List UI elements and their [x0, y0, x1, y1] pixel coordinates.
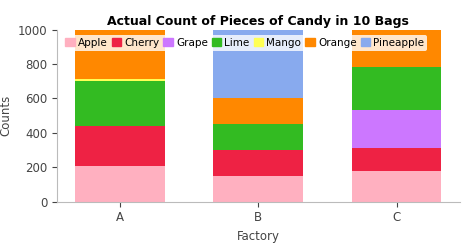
Title: Actual Count of Pieces of Candy in 10 Bags: Actual Count of Pieces of Candy in 10 Ba… — [108, 15, 409, 28]
Y-axis label: Counts: Counts — [0, 95, 12, 136]
Bar — [213, 124, 303, 150]
Bar — [75, 30, 165, 79]
Bar — [75, 126, 165, 166]
Bar — [352, 30, 441, 67]
Bar — [213, 30, 303, 98]
Bar — [352, 110, 441, 148]
Bar — [75, 166, 165, 202]
Bar — [213, 98, 303, 124]
X-axis label: Factory: Factory — [237, 230, 280, 243]
Bar — [75, 81, 165, 126]
Bar — [352, 171, 441, 202]
Bar — [352, 67, 441, 110]
Bar — [352, 148, 441, 171]
Legend: Apple, Cherry, Grape, Lime, Mango, Orange, Pineapple: Apple, Cherry, Grape, Lime, Mango, Orang… — [62, 35, 428, 51]
Bar — [213, 150, 303, 176]
Bar — [213, 176, 303, 202]
Bar — [75, 79, 165, 81]
